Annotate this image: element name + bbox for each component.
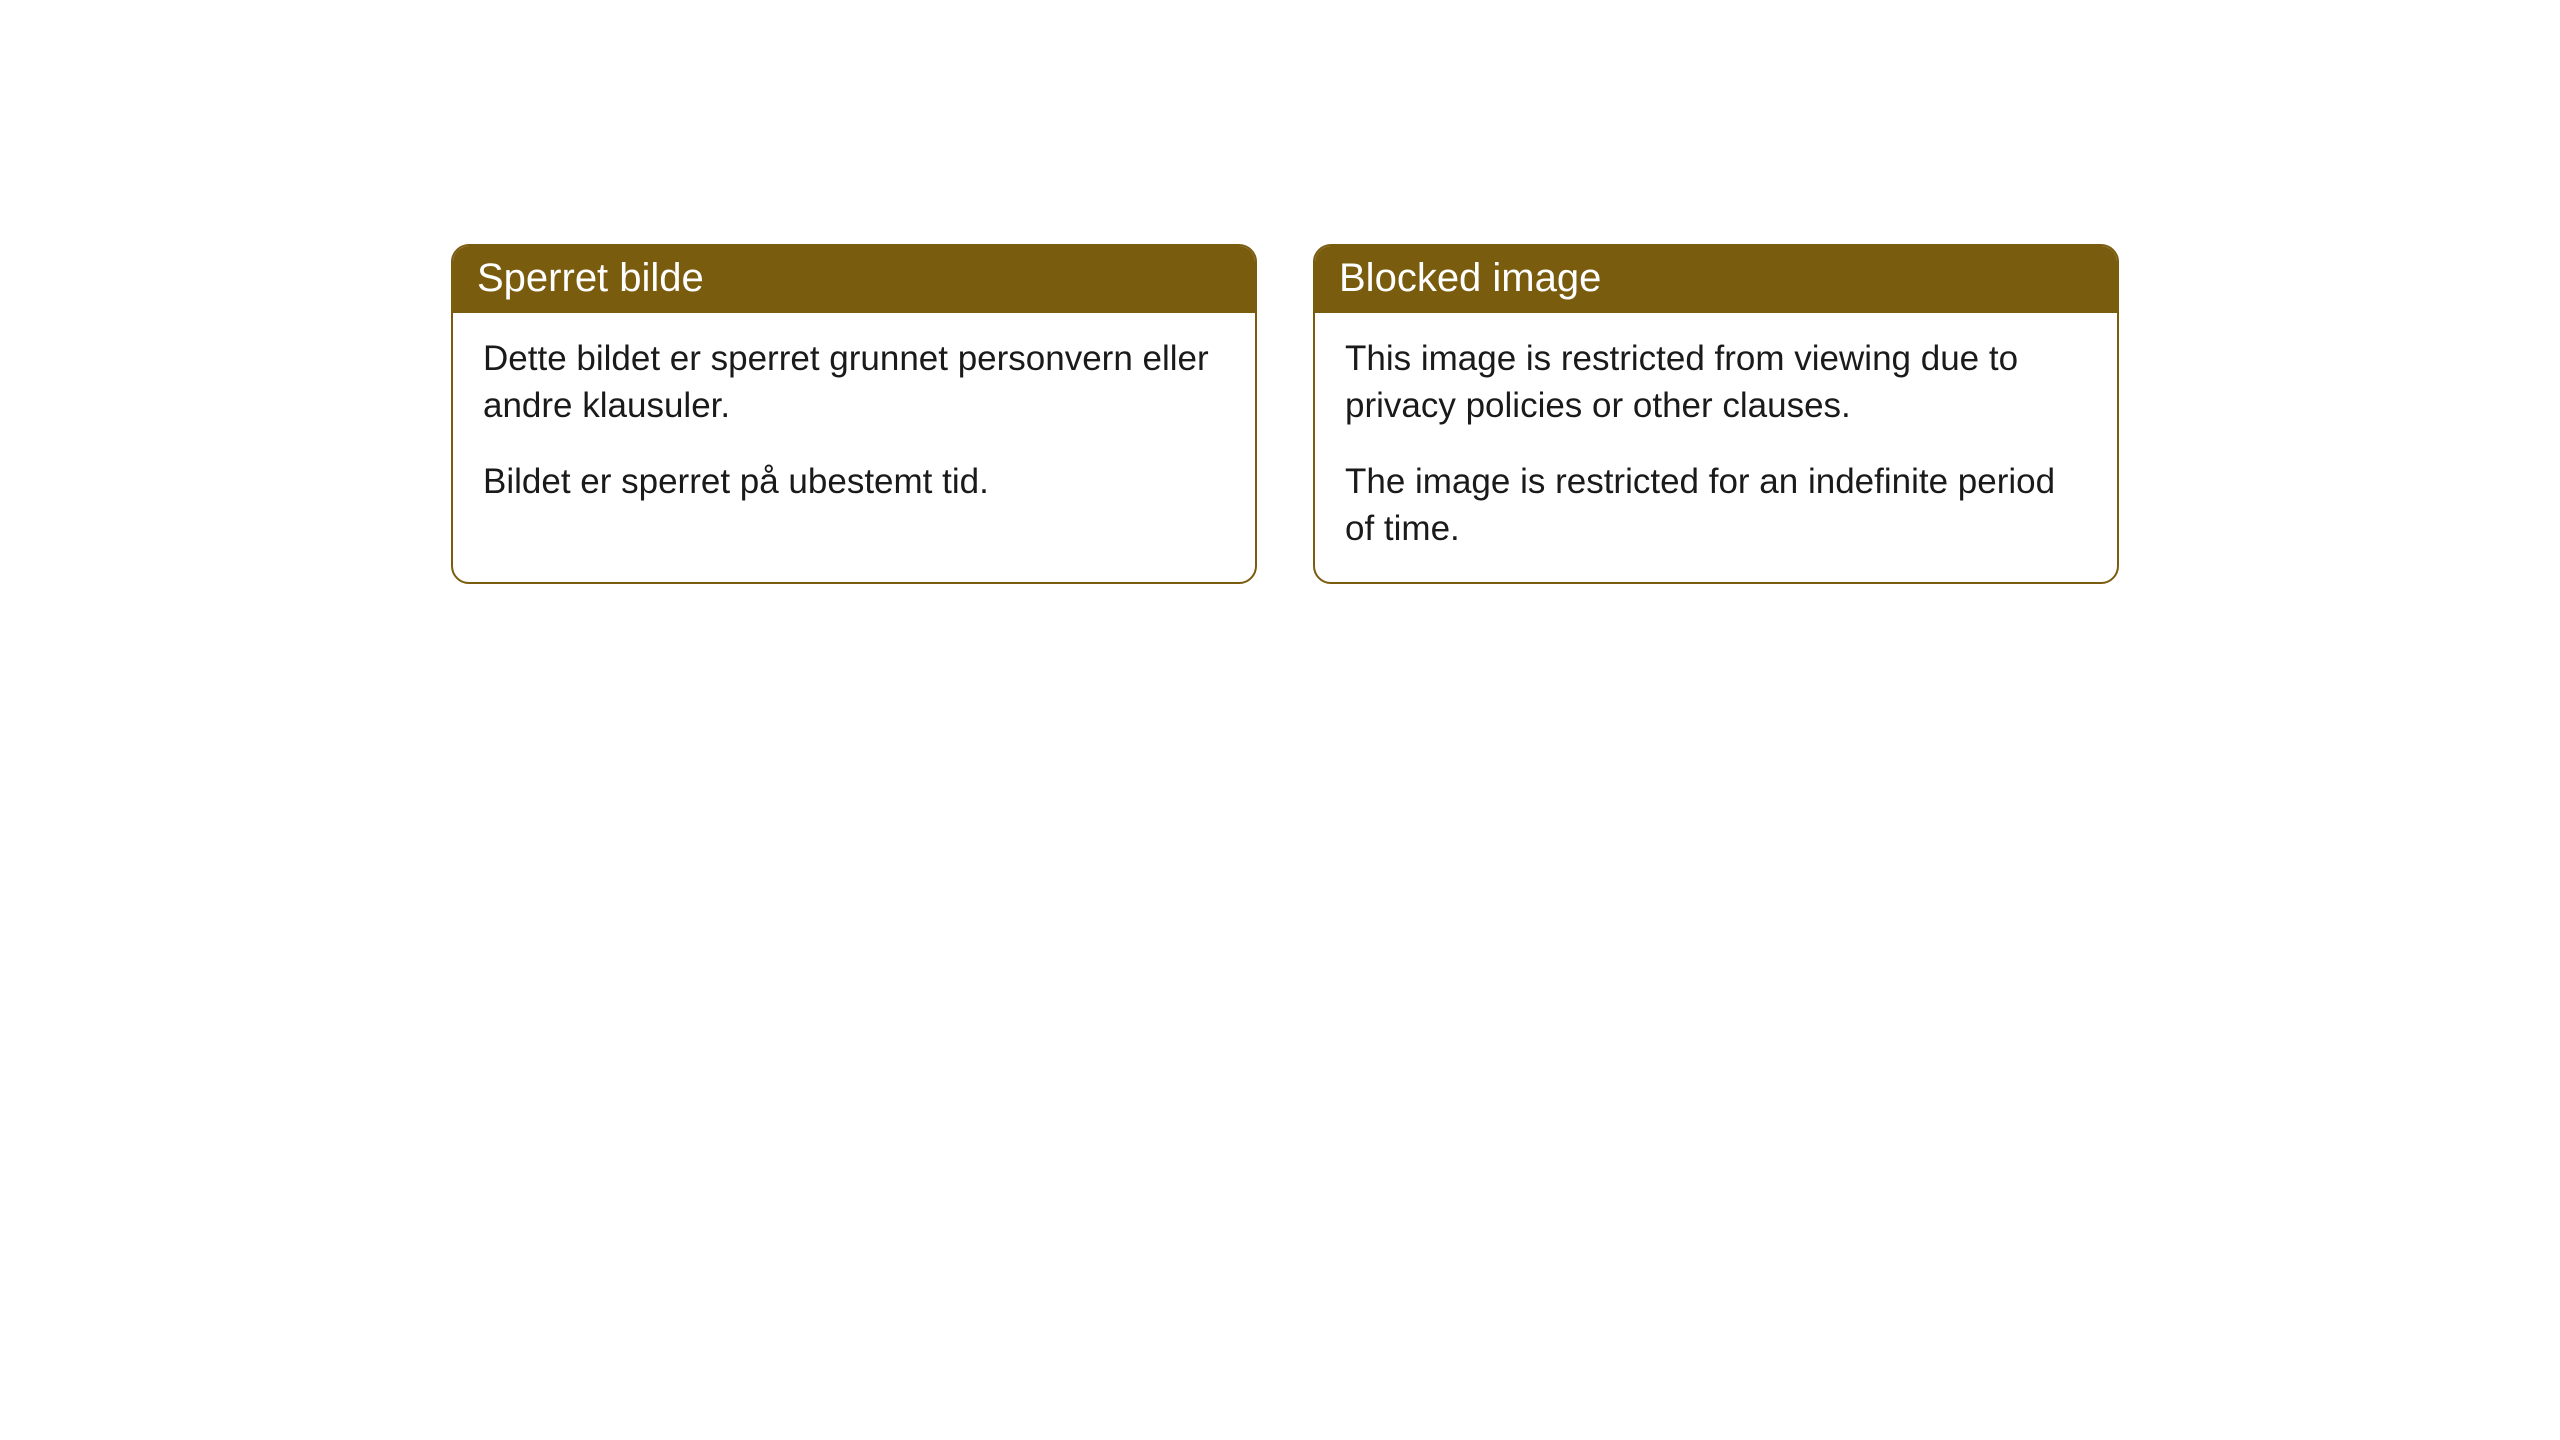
notice-paragraph: Bildet er sperret på ubestemt tid. xyxy=(483,458,1225,505)
notice-header-norwegian: Sperret bilde xyxy=(453,246,1255,313)
notice-card-english: Blocked image This image is restricted f… xyxy=(1313,244,2119,584)
notice-paragraph: Dette bildet er sperret grunnet personve… xyxy=(483,335,1225,430)
notice-body-norwegian: Dette bildet er sperret grunnet personve… xyxy=(453,313,1255,535)
notice-paragraph: The image is restricted for an indefinit… xyxy=(1345,458,2087,553)
notice-paragraph: This image is restricted from viewing du… xyxy=(1345,335,2087,430)
notice-body-english: This image is restricted from viewing du… xyxy=(1315,313,2117,582)
notice-container: Sperret bilde Dette bildet er sperret gr… xyxy=(0,0,2560,584)
notice-header-english: Blocked image xyxy=(1315,246,2117,313)
notice-title: Sperret bilde xyxy=(477,256,704,300)
notice-card-norwegian: Sperret bilde Dette bildet er sperret gr… xyxy=(451,244,1257,584)
notice-title: Blocked image xyxy=(1339,256,1601,300)
